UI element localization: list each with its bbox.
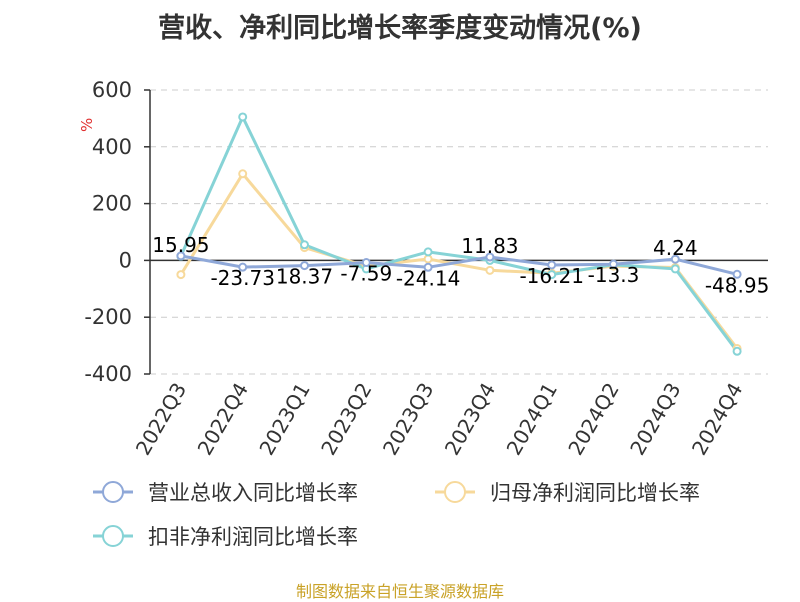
series-point <box>238 112 248 122</box>
series-point <box>670 264 680 274</box>
data-label: 18.37 <box>276 265 333 289</box>
y-tick-label: 200 <box>92 192 132 216</box>
legend-swatch-marker <box>102 481 124 503</box>
x-tick-label: 2023Q2 <box>316 379 376 460</box>
data-label: 4.24 <box>653 236 698 260</box>
y-tick-label: 0 <box>119 248 132 272</box>
y-tick-label: -400 <box>84 362 132 386</box>
legend-label: 扣非净利润同比增长率 <box>148 525 358 549</box>
x-tick-labels: 2022Q3 2022Q4 2023Q1 2023Q2 2023Q3 2023Q4 2024… <box>131 378 748 459</box>
series-point <box>423 247 433 257</box>
y-unit-label: % <box>78 118 96 132</box>
x-tick-label: 2024Q2 <box>563 379 623 460</box>
series-points <box>176 112 742 356</box>
x-tick-label: 2024Q3 <box>625 379 685 460</box>
legend-label: 营业总收入同比增长率 <box>148 481 358 505</box>
x-tick-label: 2024Q4 <box>687 379 747 460</box>
series-point <box>547 270 557 280</box>
series-point <box>423 262 433 272</box>
series-lines <box>179 113 739 353</box>
series-point <box>300 261 309 271</box>
x-tick-label: 2023Q3 <box>378 378 438 459</box>
x-tick-label: 2023Q1 <box>254 379 314 460</box>
data-label: -48.95 <box>705 273 769 297</box>
axes <box>144 89 768 375</box>
legend-swatch-marker <box>102 525 124 547</box>
source-footer: 制图数据来自恒生聚源数据库 <box>295 582 504 601</box>
grid-lines <box>150 89 768 375</box>
legend-swatch-marker <box>444 481 466 503</box>
y-tick-label: 600 <box>92 78 132 102</box>
data-label: -13.3 <box>588 263 640 287</box>
data-label: 11.83 <box>461 234 518 258</box>
data-label: -24.14 <box>396 266 460 290</box>
series-point <box>485 265 495 275</box>
series-point <box>238 169 248 179</box>
series-point <box>361 258 371 268</box>
legend-label: 归母净利润同比增长率 <box>490 481 700 505</box>
series-point <box>732 346 742 356</box>
chart-title: 营收、净利同比增长率季度变动情况(%) <box>158 13 642 44</box>
series-point <box>732 269 742 279</box>
data-label: -23.73 <box>210 266 274 290</box>
series-point <box>300 240 309 250</box>
data-label: 15.95 <box>152 233 209 257</box>
y-tick-labels: 600 400 200 0 -200 -400 <box>84 78 132 386</box>
series-point <box>423 254 433 264</box>
legend-item: 归母净利润同比增长率 <box>435 481 700 505</box>
x-tick-label: 2022Q4 <box>193 379 253 460</box>
legend-item: 扣非净利润同比增长率 <box>93 525 358 549</box>
series-line <box>179 113 739 353</box>
legend-item: 营业总收入同比增长率 <box>93 481 358 505</box>
series-point <box>670 254 680 264</box>
data-label: -7.59 <box>340 262 392 286</box>
x-tick-label: 2022Q3 <box>131 379 191 460</box>
x-tick-label: 2024Q1 <box>502 379 562 460</box>
series-point <box>547 260 557 270</box>
series-point <box>176 251 186 261</box>
series-point <box>176 270 186 280</box>
series-point <box>238 262 248 272</box>
x-tick-label: 2023Q4 <box>440 379 500 460</box>
series-line <box>180 254 738 276</box>
series-point <box>485 252 495 262</box>
y-tick-label: -200 <box>84 305 132 329</box>
series-point <box>609 259 618 269</box>
y-tick-label: 400 <box>92 135 132 159</box>
data-label: -16.21 <box>519 264 583 288</box>
